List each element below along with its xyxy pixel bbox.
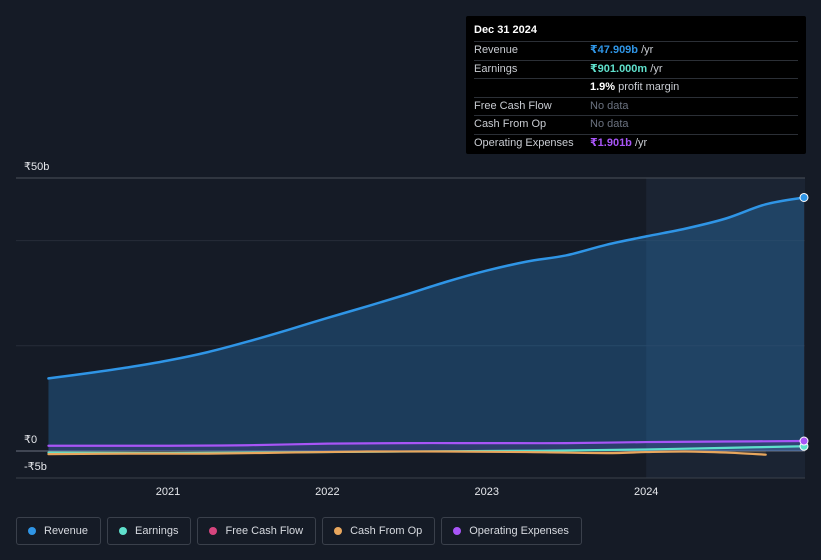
tooltip-row-free-cash-flow: Free Cash Flow No data xyxy=(474,96,798,116)
tooltip-value: No data xyxy=(590,99,629,112)
legend-label: Earnings xyxy=(135,525,179,537)
tooltip-key: Free Cash Flow xyxy=(474,99,552,112)
legend-label: Revenue xyxy=(44,525,89,537)
tooltip-key: Revenue xyxy=(474,44,519,56)
tooltip-row-cash-from-op: Cash From Op No data xyxy=(474,115,798,134)
tooltip-value: 1.9% profit margin xyxy=(590,81,680,93)
tooltip-value: ₹1.901b /yr xyxy=(590,136,648,149)
legend-item-revenue[interactable]: Revenue xyxy=(16,517,102,545)
tooltip-value: No data xyxy=(590,118,629,130)
x-tick-label: 2022 xyxy=(315,486,339,498)
tooltip-key: Earnings xyxy=(474,62,518,75)
legend-dot-icon xyxy=(209,527,218,535)
legend-dot-icon xyxy=(119,527,128,535)
legend-label: Cash From Op xyxy=(350,525,423,537)
y-axis-label: -₹5b xyxy=(24,461,47,473)
tooltip-date: Dec 31 2024 xyxy=(474,24,537,36)
x-tick-label: 2021 xyxy=(156,486,180,498)
legend-dot-icon xyxy=(28,527,36,535)
legend-dot-icon xyxy=(453,527,462,535)
legend-item-operating-expenses[interactable]: Operating Expenses xyxy=(441,517,582,545)
tooltip-value: ₹47.909b /yr xyxy=(590,44,654,56)
y-axis-label: ₹50b xyxy=(24,161,49,173)
legend-label: Free Cash Flow xyxy=(225,525,304,537)
tooltip-row-revenue: Revenue ₹47.909b /yr xyxy=(474,41,798,60)
operating-expenses-endpoint[interactable] xyxy=(799,436,809,446)
tooltip-panel: Dec 31 2024 Revenue ₹47.909b /yr Earnings ₹… xyxy=(466,16,806,154)
revenue-line[interactable] xyxy=(47,196,806,380)
cash-from-op-line[interactable] xyxy=(47,450,767,456)
revenue-endpoint[interactable] xyxy=(799,192,809,202)
legend-label: Operating Expenses xyxy=(469,525,569,537)
x-tick-label: 2024 xyxy=(634,486,658,498)
legend-item-cash-from-op[interactable]: Cash From Op xyxy=(322,517,436,545)
tooltip-value: ₹901.000m /yr xyxy=(590,62,663,75)
legend: Revenue Earnings Free Cash Flow Cash From O… xyxy=(16,517,582,545)
legend-dot-icon xyxy=(334,527,343,535)
operating-expenses-line[interactable] xyxy=(47,439,806,447)
y-axis-label: ₹0 xyxy=(24,434,37,446)
tooltip-row-profit-margin: 1.9% profit margin xyxy=(474,78,798,97)
revenue-area xyxy=(48,197,804,451)
x-tick-label: 2023 xyxy=(475,486,499,498)
tooltip-key: Operating Expenses xyxy=(474,136,574,149)
legend-item-earnings[interactable]: Earnings xyxy=(107,517,192,545)
tooltip-key xyxy=(474,79,590,97)
forecast-highlight-region xyxy=(646,178,805,478)
legend-item-free-cash-flow[interactable]: Free Cash Flow xyxy=(197,517,317,545)
tooltip-key: Cash From Op xyxy=(474,118,547,130)
tooltip-row-earnings: Earnings ₹901.000m /yr xyxy=(474,59,798,79)
earnings-area xyxy=(48,446,804,454)
tooltip-row-operating-expenses: Operating Expenses ₹1.901b /yr xyxy=(474,133,798,153)
